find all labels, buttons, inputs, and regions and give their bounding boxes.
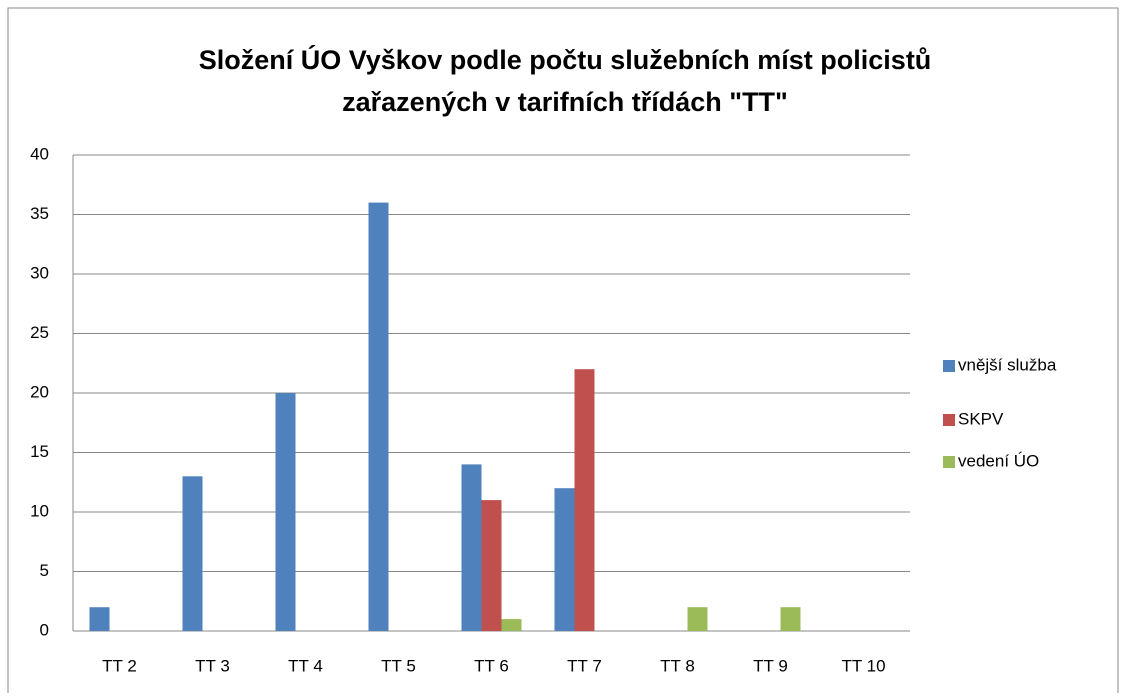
x-tick-label: TT 4 [288,656,323,675]
x-tick-label: TT 9 [753,656,788,675]
legend-swatch [943,360,955,372]
chart-title: Složení ÚO Vyškov podle počtu služebních… [199,44,932,75]
legend-label: vnější služba [958,355,1057,374]
bar [554,488,575,631]
bar [182,476,203,631]
legend-swatch [943,456,955,468]
legend-label: vedení ÚO [958,451,1039,470]
y-tick-label: 25 [30,323,49,342]
bar [481,500,502,631]
y-tick-label: 10 [30,501,49,520]
bar [461,464,482,631]
x-tick-label: TT 3 [195,656,230,675]
bar [275,393,296,631]
y-tick-label: 30 [30,263,49,282]
bar [574,369,595,631]
x-tick-label: TT 10 [841,656,885,675]
chart-title: zařazených v tarifních třídách "TT" [342,87,788,117]
x-tick-label: TT 6 [474,656,509,675]
y-tick-label: 5 [40,561,49,580]
x-tick-label: TT 5 [381,656,416,675]
legend-swatch [943,414,955,426]
x-tick-label: TT 8 [660,656,695,675]
x-tick-label: TT 2 [102,656,137,675]
y-tick-label: 35 [30,204,49,223]
bar [501,619,522,631]
y-tick-label: 0 [40,620,49,639]
bar [368,202,389,631]
y-tick-label: 20 [30,382,49,401]
x-tick-label: TT 7 [567,656,602,675]
bar [687,607,708,631]
bar [780,607,801,631]
y-tick-label: 15 [30,442,49,461]
y-tick-label: 40 [30,144,49,163]
legend-label: SKPV [958,409,1004,428]
bar [89,607,110,631]
